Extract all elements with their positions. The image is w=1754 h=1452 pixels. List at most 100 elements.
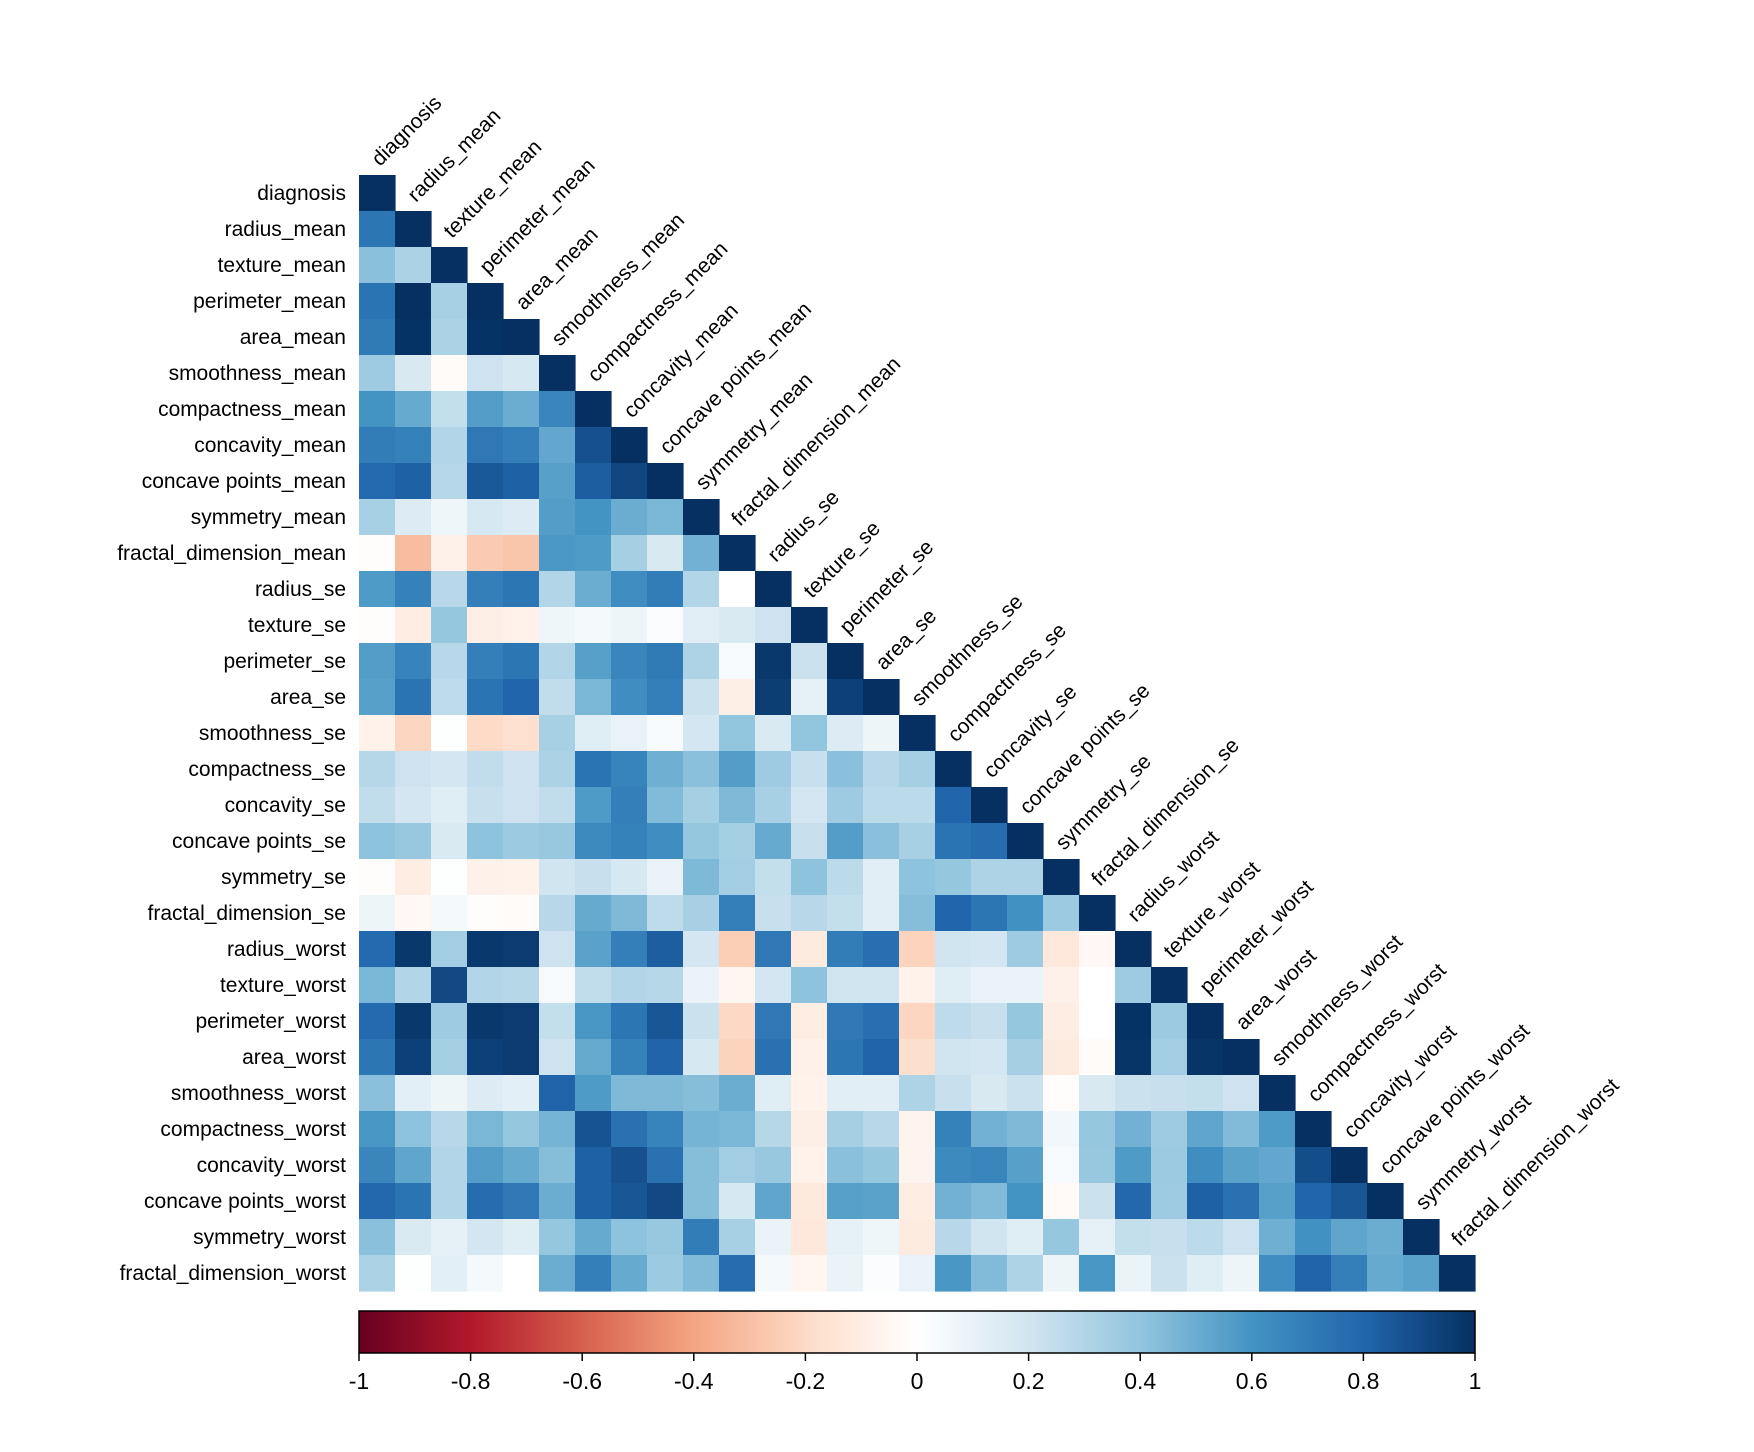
row-label-symmetry-se: symmetry_se [221,866,346,889]
cell-compactness-se-smoothness-mean [539,751,576,788]
row-label-diagnosis: diagnosis [257,182,346,205]
cell-symmetry-se-concavity-mean [611,859,648,896]
cell-concave-points-worst-compactness-se [935,1183,972,1220]
cell-concavity-se-radius-se [755,787,792,824]
cell-concavity-se-smoothness-se [899,787,936,824]
cell-smoothness-mean-texture-mean [431,355,468,392]
cell-symmetry-se-diagnosis [359,859,396,896]
colorbar-tick-label: 0 [911,1368,924,1394]
cell-smoothness-se-concave-points-mean [647,715,684,752]
cell-fractal-dimension-worst-smoothness-se [899,1255,936,1292]
cell-area-worst-diagnosis [359,1039,396,1076]
cell-concavity-mean-diagnosis [359,427,396,464]
cell-fractal-dimension-se-texture-se [791,895,828,932]
cell-area-se-texture-se [791,679,828,716]
cell-texture-worst-concave-points-mean [647,967,684,1004]
cell-area-se-fractal-dimension-mean [719,679,756,716]
cell-fractal-dimension-worst-fractal-dimension-se [1079,1255,1116,1292]
cell-concavity-worst-texture-mean [431,1147,468,1184]
cell-fractal-dimension-se-concavity-se [971,895,1008,932]
cell-perimeter-se-texture-se [791,643,828,680]
cell-concavity-se-smoothness-mean [539,787,576,824]
cell-texture-worst-radius-worst [1115,967,1152,1004]
cell-compactness-worst-compactness-worst [1295,1111,1332,1148]
cell-fractal-dimension-mean-area-mean [503,535,540,572]
cell-concavity-se-radius-mean [395,787,432,824]
cell-smoothness-mean-area-mean [503,355,540,392]
cell-radius-worst-symmetry-mean [683,931,720,968]
cell-fractal-dimension-worst-symmetry-mean [683,1255,720,1292]
cell-symmetry-mean-concave-points-mean [647,499,684,536]
cell-perimeter-worst-compactness-mean [575,1003,612,1040]
column-label-concave-points-se: concave points_se [1015,679,1154,818]
cell-symmetry-worst-area-worst [1223,1219,1260,1256]
cell-concavity-worst-smoothness-se [899,1147,936,1184]
cell-concave-points-worst-compactness-mean [575,1183,612,1220]
cell-symmetry-se-area-mean [503,859,540,896]
cell-fractal-dimension-se-compactness-mean [575,895,612,932]
cell-concavity-worst-texture-worst [1151,1147,1188,1184]
cell-smoothness-se-diagnosis [359,715,396,752]
cell-radius-se-perimeter-mean [467,571,504,608]
cell-symmetry-worst-perimeter-mean [467,1219,504,1256]
cell-symmetry-worst-concave-points-se [1007,1219,1044,1256]
cell-fractal-dimension-worst-perimeter-worst [1187,1255,1224,1292]
cell-smoothness-se-perimeter-se [827,715,864,752]
cell-concave-points-worst-concavity-mean [611,1183,648,1220]
cell-radius-se-diagnosis [359,571,396,608]
cell-texture-worst-symmetry-mean [683,967,720,1004]
cell-smoothness-worst-compactness-mean [575,1075,612,1112]
row-label-smoothness-se: smoothness_se [199,722,346,745]
cell-concavity-se-area-mean [503,787,540,824]
cell-area-se-smoothness-mean [539,679,576,716]
cell-concavity-se-diagnosis [359,787,396,824]
cell-compactness-worst-radius-mean [395,1111,432,1148]
row-label-perimeter-worst: perimeter_worst [195,1010,346,1033]
cell-texture-mean-radius-mean [395,247,432,284]
cell-fractal-dimension-worst-radius-se [755,1255,792,1292]
cell-concave-points-se-smoothness-se [899,823,936,860]
cell-symmetry-worst-concavity-worst [1331,1219,1368,1256]
cell-concave-points-worst-radius-worst [1115,1183,1152,1220]
cell-concave-points-worst-concave-points-worst [1367,1183,1404,1220]
cell-texture-worst-perimeter-se [827,967,864,1004]
cell-fractal-dimension-se-texture-mean [431,895,468,932]
row-label-area-mean: area_mean [240,326,346,349]
cell-radius-worst-concavity-mean [611,931,648,968]
cell-area-se-compactness-mean [575,679,612,716]
row-label-concavity-se: concavity_se [225,794,346,817]
cell-smoothness-worst-diagnosis [359,1075,396,1112]
cell-symmetry-worst-radius-worst [1115,1219,1152,1256]
cell-compactness-worst-smoothness-mean [539,1111,576,1148]
cell-smoothness-worst-texture-se [791,1075,828,1112]
cell-perimeter-se-diagnosis [359,643,396,680]
cell-perimeter-worst-texture-mean [431,1003,468,1040]
cell-fractal-dimension-se-fractal-dimension-mean [719,895,756,932]
cell-smoothness-worst-concavity-se [971,1075,1008,1112]
cell-area-se-concave-points-mean [647,679,684,716]
cell-concavity-worst-area-se [863,1147,900,1184]
column-label-smoothness-mean: smoothness_mean [547,209,689,351]
cell-fractal-dimension-worst-area-worst [1223,1255,1260,1292]
row-label-symmetry-mean: symmetry_mean [191,506,346,529]
cell-area-se-area-se [863,679,900,716]
cell-texture-se-perimeter-mean [467,607,504,644]
cell-symmetry-se-radius-se [755,859,792,896]
cell-perimeter-mean-radius-mean [395,283,432,320]
cell-symmetry-worst-area-se [863,1219,900,1256]
cell-area-worst-compactness-se [935,1039,972,1076]
cell-smoothness-worst-symmetry-se [1043,1075,1080,1112]
cell-concave-points-se-concavity-se [971,823,1008,860]
cell-texture-worst-radius-se [755,967,792,1004]
cell-perimeter-mean-perimeter-mean [467,283,504,320]
cell-fractal-dimension-worst-concavity-worst [1331,1255,1368,1292]
cell-concave-points-se-radius-se [755,823,792,860]
cell-symmetry-se-perimeter-se [827,859,864,896]
cell-concavity-se-fractal-dimension-mean [719,787,756,824]
cell-compactness-se-diagnosis [359,751,396,788]
cell-concave-points-se-perimeter-se [827,823,864,860]
cell-perimeter-worst-concavity-mean [611,1003,648,1040]
cell-symmetry-mean-symmetry-mean [683,499,720,536]
cell-area-mean-perimeter-mean [467,319,504,356]
cell-radius-worst-texture-mean [431,931,468,968]
